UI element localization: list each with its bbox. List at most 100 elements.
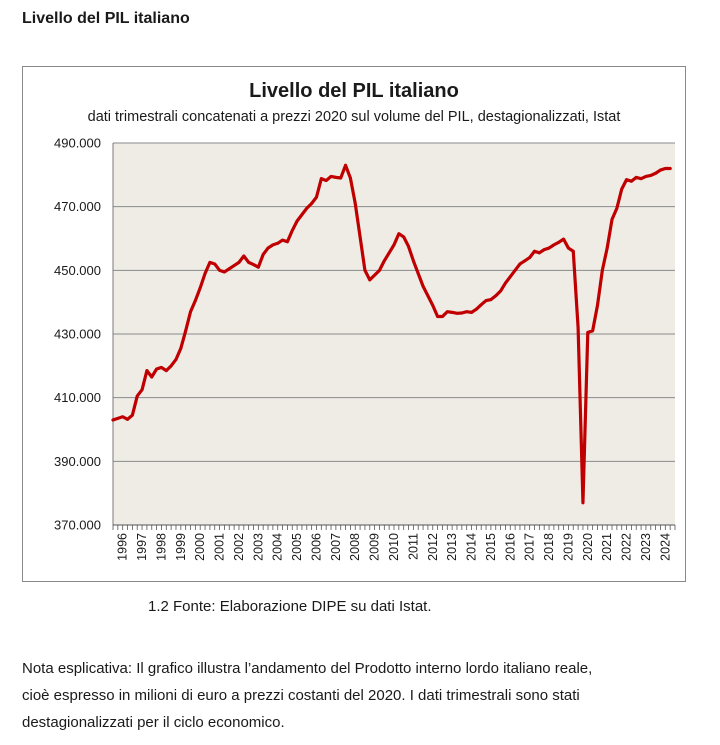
data-point bbox=[499, 289, 502, 293]
data-point bbox=[198, 286, 202, 290]
data-point bbox=[542, 248, 546, 252]
x-tick-label: 2009 bbox=[368, 533, 382, 561]
data-point bbox=[659, 168, 662, 172]
y-tick-label: 490.000 bbox=[54, 136, 101, 151]
data-point bbox=[227, 267, 231, 271]
data-point bbox=[382, 259, 386, 263]
data-point bbox=[533, 249, 536, 253]
data-point bbox=[189, 310, 192, 314]
data-point bbox=[644, 175, 648, 178]
data-point bbox=[218, 268, 221, 272]
data-point bbox=[571, 249, 575, 253]
x-tick-label: 2000 bbox=[193, 533, 207, 561]
data-point bbox=[368, 278, 372, 282]
data-point bbox=[150, 375, 154, 379]
data-point bbox=[315, 195, 318, 199]
data-point bbox=[256, 265, 260, 269]
x-tick-label: 2006 bbox=[309, 533, 323, 561]
data-point bbox=[508, 275, 512, 279]
data-point bbox=[436, 315, 440, 318]
data-point bbox=[334, 175, 338, 179]
gdp-line-chart: Livello del PIL italiano dati trimestral… bbox=[54, 80, 676, 561]
x-tick-label: 2001 bbox=[213, 533, 227, 561]
data-point bbox=[392, 243, 396, 247]
data-point bbox=[547, 246, 551, 250]
data-point bbox=[179, 346, 183, 350]
data-point bbox=[305, 206, 309, 210]
data-point bbox=[242, 254, 246, 258]
data-point bbox=[668, 167, 672, 170]
x-tick-label: 1999 bbox=[174, 533, 188, 561]
x-tick-label: 2022 bbox=[620, 533, 634, 561]
data-point bbox=[605, 246, 609, 250]
data-point bbox=[193, 299, 197, 302]
chart-frame: Livello del PIL italiano dati trimestral… bbox=[22, 66, 686, 582]
data-point bbox=[261, 253, 265, 256]
x-tick-label: 2013 bbox=[445, 533, 459, 561]
x-tick-label: 2020 bbox=[581, 533, 595, 561]
data-point bbox=[378, 268, 381, 272]
y-tick-label: 390.000 bbox=[54, 454, 101, 469]
data-point bbox=[421, 284, 425, 288]
y-tick-label: 430.000 bbox=[54, 327, 101, 342]
x-tick-label: 2014 bbox=[465, 533, 479, 561]
data-point bbox=[504, 281, 507, 285]
data-point bbox=[174, 358, 178, 361]
x-tick-label: 2003 bbox=[251, 533, 265, 561]
data-point bbox=[600, 268, 604, 272]
data-point bbox=[324, 179, 328, 182]
x-tick-label: 2016 bbox=[503, 533, 517, 561]
data-point bbox=[135, 394, 139, 398]
data-point bbox=[140, 388, 144, 392]
data-point bbox=[441, 315, 444, 318]
data-point bbox=[300, 213, 304, 217]
data-point bbox=[169, 364, 173, 368]
data-point bbox=[295, 219, 299, 223]
data-point bbox=[474, 307, 478, 311]
page-heading: Livello del PIL italiano bbox=[22, 10, 190, 27]
data-point bbox=[663, 167, 667, 170]
data-point bbox=[615, 206, 619, 210]
data-point bbox=[407, 245, 410, 248]
data-point bbox=[281, 238, 284, 242]
data-point bbox=[625, 178, 628, 182]
data-point bbox=[160, 366, 163, 369]
data-point bbox=[339, 176, 343, 180]
data-point bbox=[634, 175, 638, 179]
explanatory-note: Nota esplicativa: Il grafico illustra l’… bbox=[22, 660, 593, 731]
data-point bbox=[237, 260, 241, 264]
data-point bbox=[344, 163, 347, 167]
data-point bbox=[348, 176, 352, 180]
x-tick-label: 2002 bbox=[232, 533, 246, 561]
data-point bbox=[116, 416, 120, 420]
data-point bbox=[567, 246, 570, 250]
data-point bbox=[247, 260, 251, 264]
data-point bbox=[562, 237, 565, 241]
x-tick-label: 2017 bbox=[523, 533, 537, 561]
x-tick-label: 2018 bbox=[542, 533, 556, 561]
x-tick-label: 1998 bbox=[154, 533, 168, 561]
data-point bbox=[121, 415, 125, 419]
data-point bbox=[319, 177, 323, 181]
data-point bbox=[431, 303, 435, 307]
data-point bbox=[387, 251, 391, 255]
data-point bbox=[266, 246, 270, 250]
data-point bbox=[455, 311, 459, 315]
data-point bbox=[518, 262, 522, 266]
data-point bbox=[557, 240, 561, 244]
data-point bbox=[276, 241, 280, 245]
x-tick-label: 2015 bbox=[484, 533, 498, 561]
x-tick-label: 2012 bbox=[426, 533, 440, 561]
data-point bbox=[528, 256, 532, 259]
data-point bbox=[629, 179, 633, 183]
chart-subtitle: dati trimestrali concatenati a prezzi 20… bbox=[88, 109, 621, 125]
data-point bbox=[537, 251, 541, 255]
data-point bbox=[363, 268, 367, 272]
data-point bbox=[494, 294, 498, 298]
data-point bbox=[126, 417, 129, 421]
data-point bbox=[610, 218, 614, 221]
data-point bbox=[576, 326, 580, 330]
data-point bbox=[310, 202, 314, 205]
data-point bbox=[591, 329, 595, 333]
series-layer bbox=[111, 163, 672, 505]
